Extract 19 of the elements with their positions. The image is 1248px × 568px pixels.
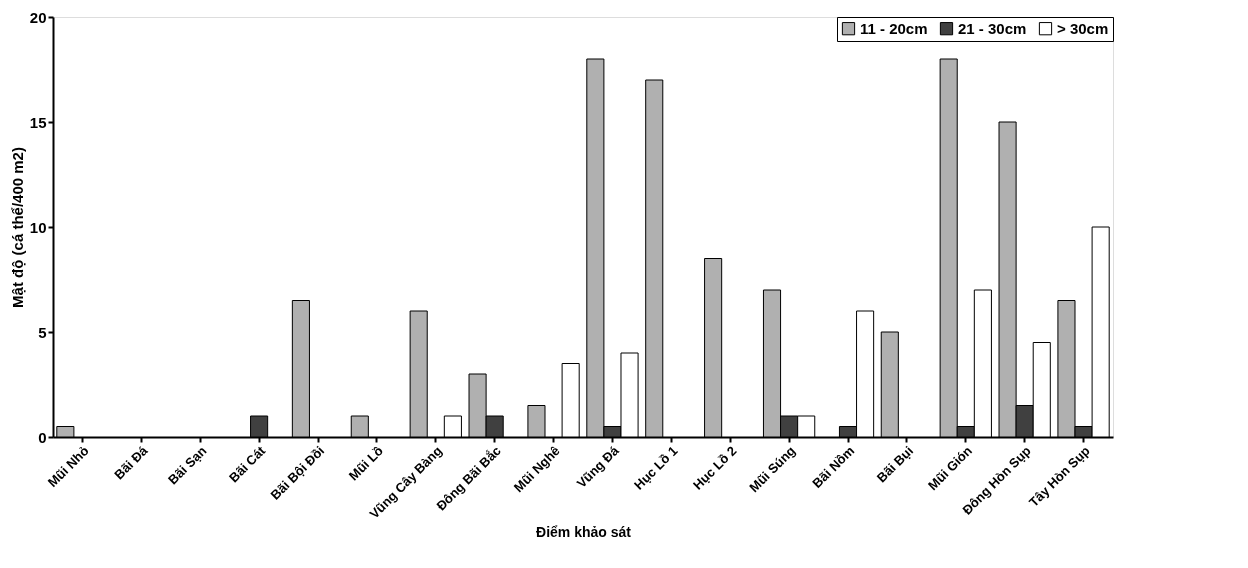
x-tick-label: Bãi Cát	[226, 442, 269, 486]
legend-label: > 30cm	[1057, 19, 1109, 37]
x-tick-label: Bãi Bụi	[873, 443, 917, 486]
y-tick-label: 10	[29, 218, 47, 236]
x-tick-label: Mũi Lồ	[345, 443, 387, 484]
x-tick-label: Bãi Đá	[111, 442, 152, 483]
y-tick-label: 15	[29, 113, 47, 131]
x-tick-label: Bãi Sạn	[165, 443, 210, 488]
legend-label: 21 - 30cm	[958, 19, 1027, 37]
x-tick-label: Mũi Nhỏ	[44, 443, 92, 490]
y-tick-label: 20	[29, 8, 47, 26]
x-tick-label: Bãi Bội Đồi	[267, 443, 328, 503]
x-tick-label: Hục Lồ 2	[689, 443, 740, 493]
legend-label: 11 - 20cm	[860, 19, 928, 37]
y-tick-label: 5	[38, 323, 47, 341]
y-tick-label: 0	[38, 428, 47, 446]
x-tick-label: Hục Lồ 1	[631, 443, 681, 493]
x-axis-title: Điểm khảo sát	[536, 523, 632, 540]
y-axis-title: Mật độ (cá thể/400 m2)	[8, 147, 26, 308]
